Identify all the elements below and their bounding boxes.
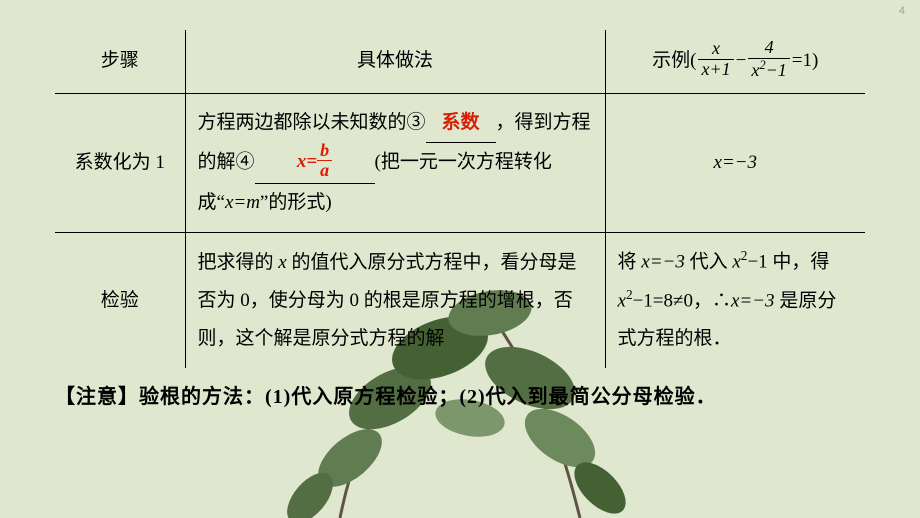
blank-4: x=ba bbox=[297, 151, 332, 172]
row1-method: 方程两边都除以未知数的③系数，得到方程的解④x=ba(把一元一次方程转化成“x=… bbox=[185, 93, 605, 233]
row2-step: 检验 bbox=[55, 233, 185, 368]
row1-step: 系数化为 1 bbox=[55, 93, 185, 233]
page-number: 4 bbox=[899, 5, 905, 17]
main-table: 步骤 具体做法 示例( x x+1 − 4 x2−1 =1) bbox=[55, 30, 865, 368]
header-col2: 具体做法 bbox=[185, 30, 605, 93]
row2-example: 将 x=−3 代入 x2−1 中，得 x2−1=8≠0，∴x=−3 是原分式方程… bbox=[605, 233, 865, 368]
example-suffix: =1) bbox=[792, 42, 819, 80]
note-text: 【注意】验根的方法：(1)代入原方程检验；(2)代入到最简公分母检验． bbox=[55, 380, 865, 409]
table-header-row: 步骤 具体做法 示例( x x+1 − 4 x2−1 =1) bbox=[55, 30, 865, 93]
frac-2: 4 x2−1 bbox=[748, 38, 789, 81]
minus-sign: − bbox=[736, 42, 747, 80]
table-row-2: 检验 把求得的 x 的值代入原分式方程中，看分母是否为 0，使分母为 0 的根是… bbox=[55, 233, 865, 368]
header-col1: 步骤 bbox=[55, 30, 185, 93]
content-area: 步骤 具体做法 示例( x x+1 − 4 x2−1 =1) bbox=[0, 0, 920, 429]
header-col3: 示例( x x+1 − 4 x2−1 =1) bbox=[605, 30, 865, 93]
row2-method: 把求得的 x 的值代入原分式方程中，看分母是否为 0，使分母为 0 的根是原方程… bbox=[185, 233, 605, 368]
example-prefix: 示例( bbox=[652, 42, 696, 80]
table-row-1: 系数化为 1 方程两边都除以未知数的③系数，得到方程的解④x=ba(把一元一次方… bbox=[55, 93, 865, 233]
row1-example: x=−3 bbox=[605, 93, 865, 233]
blank-3: 系数 bbox=[442, 112, 480, 133]
frac-1: x x+1 bbox=[698, 39, 733, 80]
